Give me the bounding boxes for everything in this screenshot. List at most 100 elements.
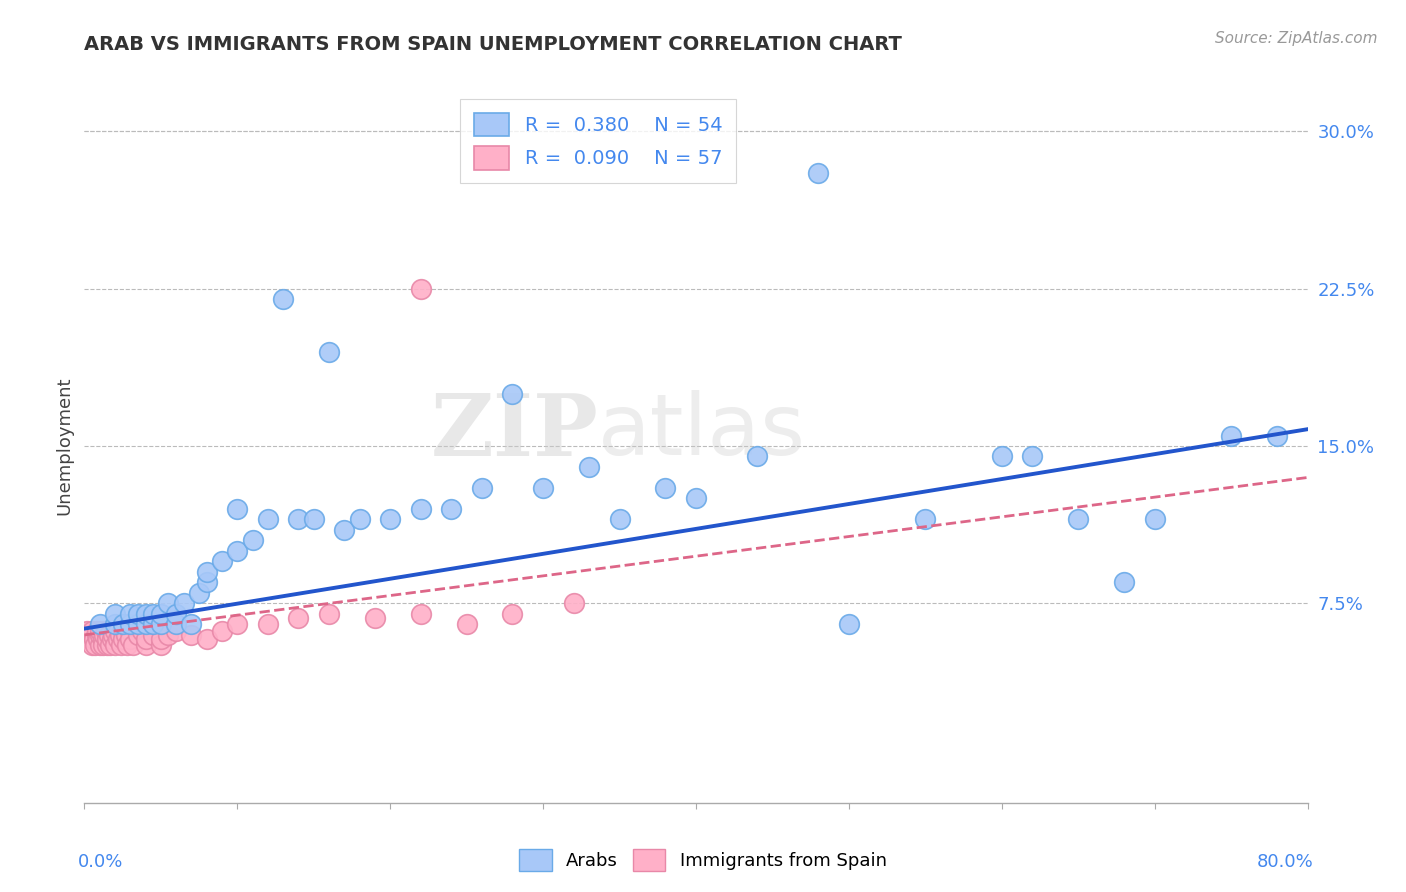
- Point: [89, 628, 111, 642]
- Point: [142, 628, 165, 642]
- Point: [94, 624, 117, 638]
- Point: [127, 617, 149, 632]
- Point: [79, 628, 101, 642]
- Point: [502, 607, 524, 621]
- Point: [165, 607, 187, 621]
- Point: [349, 512, 371, 526]
- Point: [91, 639, 114, 653]
- Point: [1265, 428, 1288, 442]
- Point: [380, 512, 402, 526]
- Point: [149, 639, 172, 653]
- Point: [1143, 512, 1166, 526]
- Point: [149, 617, 172, 632]
- Point: [180, 617, 202, 632]
- Point: [135, 632, 157, 646]
- Point: [135, 607, 157, 621]
- Text: ARAB VS IMMIGRANTS FROM SPAIN UNEMPLOYMENT CORRELATION CHART: ARAB VS IMMIGRANTS FROM SPAIN UNEMPLOYME…: [84, 35, 903, 54]
- Point: [211, 554, 233, 568]
- Point: [654, 481, 676, 495]
- Point: [104, 639, 127, 653]
- Point: [96, 639, 118, 653]
- Point: [173, 596, 195, 610]
- Point: [226, 617, 249, 632]
- Point: [84, 639, 107, 653]
- Point: [115, 639, 138, 653]
- Point: [364, 611, 387, 625]
- Point: [97, 628, 120, 642]
- Point: [107, 632, 129, 646]
- Point: [333, 523, 356, 537]
- Point: [83, 632, 105, 646]
- Point: [108, 628, 131, 642]
- Point: [96, 632, 118, 646]
- Legend: Arabs, Immigrants from Spain: Arabs, Immigrants from Spain: [512, 842, 894, 879]
- Point: [114, 628, 136, 642]
- Point: [101, 632, 124, 646]
- Point: [302, 512, 325, 526]
- Point: [157, 596, 180, 610]
- Point: [257, 617, 280, 632]
- Point: [287, 512, 309, 526]
- Point: [257, 512, 280, 526]
- Point: [111, 632, 134, 646]
- Point: [609, 512, 631, 526]
- Point: [89, 617, 111, 632]
- Text: Source: ZipAtlas.com: Source: ZipAtlas.com: [1215, 31, 1378, 46]
- Point: [807, 166, 830, 180]
- Point: [531, 481, 554, 495]
- Point: [120, 607, 142, 621]
- Point: [195, 632, 218, 646]
- Point: [180, 628, 202, 642]
- Point: [318, 607, 340, 621]
- Point: [86, 624, 108, 638]
- Point: [104, 624, 127, 638]
- Point: [104, 617, 127, 632]
- Point: [120, 624, 142, 638]
- Point: [471, 481, 494, 495]
- Point: [111, 624, 134, 638]
- Y-axis label: Unemployment: Unemployment: [55, 376, 73, 516]
- Point: [409, 502, 432, 516]
- Point: [914, 512, 936, 526]
- Point: [157, 628, 180, 642]
- Point: [165, 624, 187, 638]
- Point: [111, 617, 134, 632]
- Point: [135, 617, 157, 632]
- Point: [120, 617, 142, 632]
- Point: [120, 632, 142, 646]
- Point: [318, 344, 340, 359]
- Point: [747, 450, 769, 464]
- Point: [104, 607, 127, 621]
- Point: [1021, 450, 1043, 464]
- Point: [440, 502, 463, 516]
- Point: [211, 624, 233, 638]
- Point: [562, 596, 585, 610]
- Point: [838, 617, 860, 632]
- Point: [226, 544, 249, 558]
- Point: [149, 607, 172, 621]
- Point: [991, 450, 1014, 464]
- Legend: R =  0.380    N = 54, R =  0.090    N = 57: R = 0.380 N = 54, R = 0.090 N = 57: [460, 99, 735, 184]
- Point: [91, 632, 114, 646]
- Point: [165, 617, 187, 632]
- Point: [287, 611, 309, 625]
- Point: [195, 575, 218, 590]
- Point: [110, 639, 132, 653]
- Point: [86, 628, 108, 642]
- Point: [80, 639, 103, 653]
- Point: [1114, 575, 1136, 590]
- Text: atlas: atlas: [598, 390, 806, 474]
- Point: [80, 624, 103, 638]
- Point: [242, 533, 264, 548]
- Point: [93, 628, 115, 642]
- Point: [685, 491, 707, 506]
- Point: [188, 586, 211, 600]
- Point: [127, 607, 149, 621]
- Point: [142, 617, 165, 632]
- Point: [135, 639, 157, 653]
- Text: 0.0%: 0.0%: [79, 853, 124, 871]
- Point: [122, 639, 145, 653]
- Point: [142, 607, 165, 621]
- Text: ZIP: ZIP: [430, 390, 598, 474]
- Point: [87, 632, 110, 646]
